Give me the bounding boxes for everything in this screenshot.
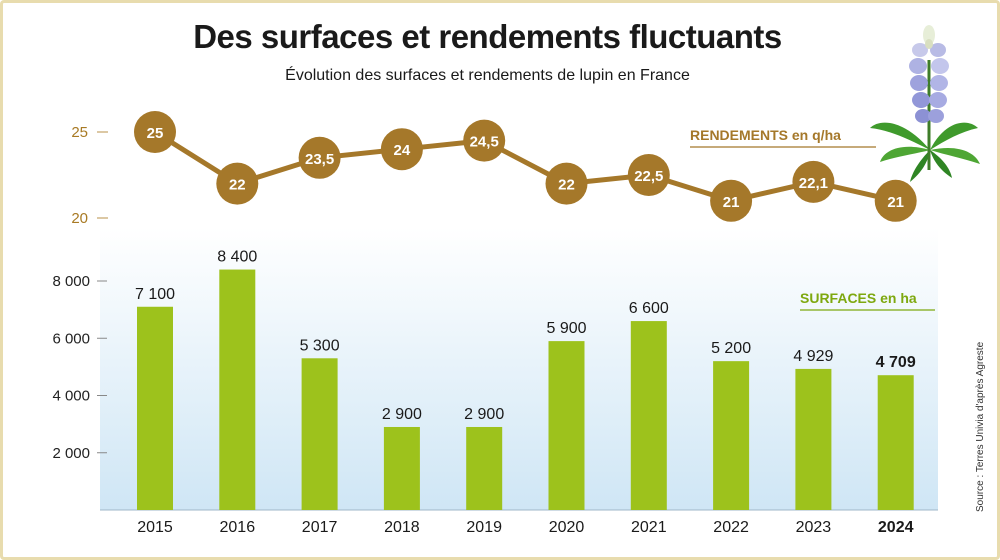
bar-value-label: 4 929 — [793, 348, 833, 365]
bar-2016 — [219, 269, 256, 510]
bar-y-tick-label: 2 000 — [52, 445, 90, 462]
rendement-point-label: 22 — [558, 177, 575, 194]
x-tick-label: 2023 — [796, 519, 832, 536]
rendement-point-2016 — [216, 162, 259, 205]
x-tick-label: 2022 — [713, 519, 749, 536]
rendements-series-label: RENDEMENTS en q/ha — [690, 127, 841, 143]
bar-2023 — [795, 368, 832, 510]
rendement-point-2015 — [134, 111, 176, 153]
rendement-point-label: 22,1 — [799, 175, 828, 192]
rendement-point-2021 — [627, 154, 670, 196]
rendement-point-2017 — [298, 136, 341, 179]
rendement-point-label: 23,5 — [305, 151, 334, 168]
bar-value-label: 5 200 — [711, 340, 751, 357]
rendement-point-2018 — [380, 128, 423, 171]
bar-2022 — [713, 361, 750, 510]
bar-value-label: 2 900 — [464, 406, 504, 423]
x-tick-label: 2017 — [302, 519, 338, 536]
bar-2021 — [630, 321, 667, 510]
surfaces-series-label: SURFACES en ha — [800, 290, 917, 306]
bar-y-tick-label: 4 000 — [52, 388, 90, 405]
rendement-point-label: 24,5 — [470, 134, 499, 151]
bar-value-label: 7 100 — [135, 286, 175, 303]
rendements-line — [153, 129, 897, 204]
rendement-point-2024 — [874, 179, 917, 222]
rendement-point-label: 21 — [723, 194, 740, 211]
rendement-point-2022 — [710, 179, 753, 222]
bar-2017 — [301, 358, 338, 510]
bar-value-label: 4 709 — [876, 354, 916, 371]
x-tick-label: 2020 — [549, 519, 585, 536]
x-tick-label: 2019 — [466, 519, 502, 536]
chart-title: Des surfaces et rendements fluctuants — [193, 18, 782, 55]
x-tick-label: 2024 — [878, 519, 914, 536]
rendement-point-label: 22 — [229, 177, 246, 194]
bar-2024 — [877, 375, 914, 510]
bar-2019 — [466, 426, 503, 510]
chart-subtitle: Évolution des surfaces et rendements de … — [285, 67, 690, 84]
bar-y-tick-label: 8 000 — [52, 273, 90, 290]
rendement-point-label: 21 — [887, 194, 904, 211]
bar-value-label: 8 400 — [217, 249, 257, 266]
rendement-point-label: 24 — [394, 142, 411, 159]
bar-2018 — [383, 426, 420, 510]
bar-2015 — [137, 306, 173, 510]
rendement-point-2019 — [463, 119, 506, 162]
rendement-point-2020 — [545, 162, 588, 205]
x-tick-label: 2016 — [220, 519, 256, 536]
rendement-point-label: 25 — [147, 125, 164, 142]
bar-value-label: 2 900 — [382, 406, 422, 423]
line-y-tick-label: 25 — [71, 124, 88, 141]
bar-value-label: 6 600 — [629, 300, 669, 317]
rendement-point-label: 22,5 — [634, 168, 663, 185]
bar-y-tick-label: 6 000 — [52, 330, 90, 347]
x-tick-label: 2015 — [137, 519, 173, 536]
x-tick-label: 2021 — [631, 519, 667, 536]
line-y-tick-label: 20 — [71, 210, 88, 227]
bar-value-label: 5 300 — [300, 337, 340, 354]
x-tick-label: 2018 — [384, 519, 420, 536]
bar-value-label: 5 900 — [546, 320, 586, 337]
lupin-flower-illustration — [870, 25, 980, 182]
bar-2020 — [548, 341, 585, 510]
rendement-point-2023 — [792, 160, 835, 203]
